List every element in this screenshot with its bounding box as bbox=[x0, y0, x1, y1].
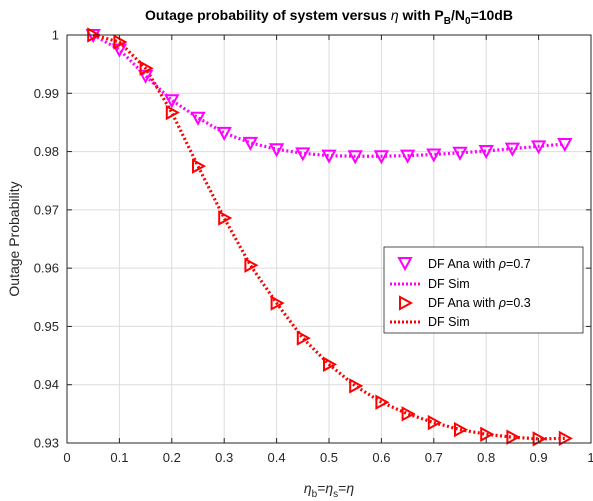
y-tick-label: 0.98 bbox=[34, 144, 59, 159]
series-lines bbox=[92, 33, 565, 441]
data-point-triangle-right bbox=[506, 429, 521, 445]
y-tick-labels: 0.93 0.94 0.95 0.96 0.97 0.98 0.99 1 bbox=[34, 28, 59, 451]
y-tick-label: 0.93 bbox=[34, 436, 59, 451]
y-tick-label: 0.96 bbox=[34, 261, 59, 276]
data-point-triangle-right bbox=[375, 394, 390, 410]
data-point-triangle-down bbox=[347, 150, 363, 165]
x-tick-label: 0.9 bbox=[530, 450, 548, 465]
x-axis-label: ηb=ηs=η bbox=[304, 480, 355, 500]
legend-entry-df-sim-magenta: DF Sim bbox=[390, 277, 470, 291]
legend-label-2: DF Sim bbox=[428, 277, 470, 291]
data-point-triangle-right bbox=[454, 421, 469, 438]
data-point-triangle-down bbox=[164, 94, 180, 109]
legend-label-3: DF Ana with ρ=0.3 bbox=[428, 296, 531, 310]
data-point-triangle-right bbox=[480, 426, 495, 442]
y-tick-label: 0.99 bbox=[34, 86, 59, 101]
x-tick-label: 0.5 bbox=[320, 450, 338, 465]
x-tick-label: 0.4 bbox=[268, 450, 286, 465]
data-point-triangle-down bbox=[478, 144, 494, 160]
x-tick-label: 0.8 bbox=[477, 450, 495, 465]
series-line-3 bbox=[92, 33, 565, 441]
y-tick-label: 0.97 bbox=[34, 202, 59, 217]
legend: DF Ana with ρ=0.7 DF Sim DF Ana with ρ=0… bbox=[383, 246, 584, 334]
axis-ticks bbox=[66, 34, 592, 444]
data-point-triangle-down bbox=[373, 150, 390, 165]
x-tick-label: 0.6 bbox=[372, 450, 390, 465]
legend-marker-triangle-right bbox=[399, 295, 414, 311]
data-point-triangle-down bbox=[426, 148, 442, 163]
data-point-triangle-down bbox=[530, 140, 547, 155]
data-point-triangle-down bbox=[216, 126, 232, 142]
data-point-triangle-right bbox=[349, 378, 364, 394]
y-axis-label: Outage Probability bbox=[6, 181, 22, 296]
y-tick-label: 0.95 bbox=[34, 319, 59, 334]
data-point-triangle-right bbox=[139, 60, 154, 76]
x-tick-label: 0.3 bbox=[215, 450, 233, 465]
data-point-triangle-right bbox=[296, 330, 311, 346]
data-point-triangle-down bbox=[399, 149, 416, 164]
legend-entry-df-ana-0.7: DF Ana with ρ=0.7 bbox=[397, 257, 531, 272]
data-point-triangle-right bbox=[270, 295, 285, 311]
legend-entry-df-ana-0.3: DF Ana with ρ=0.3 bbox=[399, 295, 531, 311]
x-tick-label: 1 bbox=[587, 450, 593, 465]
x-tick-label: 0.7 bbox=[425, 450, 443, 465]
data-point-triangle-right bbox=[192, 158, 207, 174]
legend-marker-triangle-down bbox=[397, 257, 413, 272]
legend-label-1: DF Ana with ρ=0.7 bbox=[428, 257, 531, 271]
data-point-triangle-right bbox=[244, 257, 259, 273]
x-tick-label: 0.2 bbox=[163, 450, 181, 465]
data-point-triangle-right bbox=[427, 414, 442, 431]
data-point-triangle-down bbox=[452, 146, 468, 161]
series-markers bbox=[85, 27, 573, 447]
legend-entry-df-sim-red: DF Sim bbox=[390, 315, 470, 329]
x-tick-label: 0.1 bbox=[110, 450, 128, 465]
data-point-triangle-right bbox=[323, 356, 338, 372]
data-point-triangle-down bbox=[295, 147, 311, 162]
data-point-triangle-right bbox=[558, 430, 573, 447]
data-point-triangle-right bbox=[401, 406, 416, 422]
data-point-triangle-down bbox=[242, 136, 259, 151]
legend-box bbox=[383, 246, 584, 334]
legend-label-4: DF Sim bbox=[428, 315, 470, 329]
data-point-triangle-right bbox=[165, 104, 180, 121]
y-tick-label: 0.94 bbox=[34, 377, 59, 392]
y-tick-label: 1 bbox=[52, 28, 59, 43]
data-point-triangle-down bbox=[557, 137, 573, 153]
data-point-triangle-down bbox=[268, 143, 285, 158]
data-point-triangle-down bbox=[504, 142, 521, 157]
x-tick-label: 0 bbox=[63, 450, 70, 465]
data-point-triangle-right bbox=[218, 210, 233, 226]
data-point-triangle-down bbox=[190, 111, 206, 126]
chart-title: Outage probability of system versus η wi… bbox=[145, 7, 513, 27]
data-point-triangle-down bbox=[321, 149, 337, 164]
x-tick-labels: 0 0.1 0.2 0.3 0.4 0.5 0.6 0.7 0.8 0.9 1 bbox=[63, 450, 593, 465]
